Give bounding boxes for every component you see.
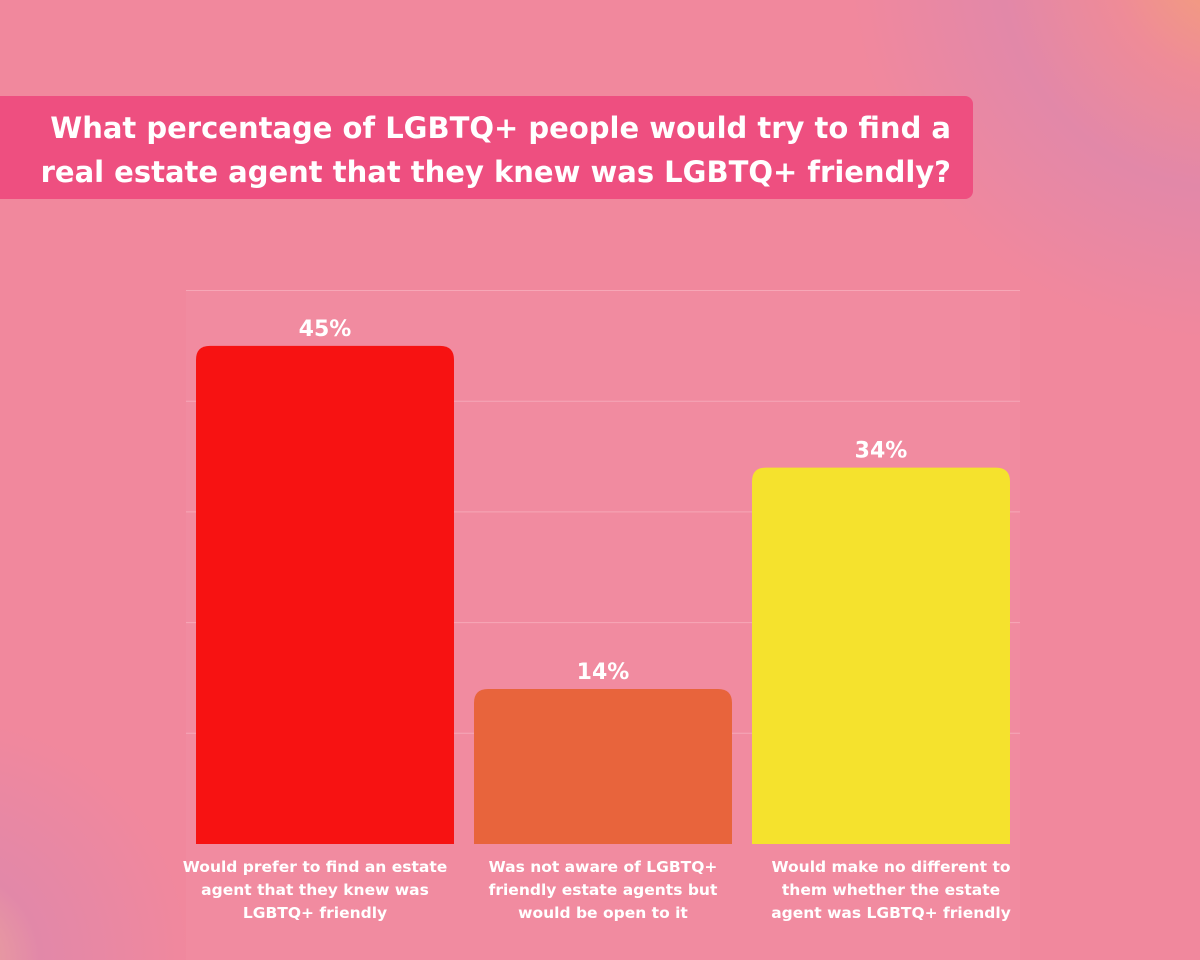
- bar-3: [752, 467, 1010, 844]
- category-label-2: Was not aware of LGBTQ+ friendly estate …: [488, 858, 718, 922]
- category-label-3: Would make no different to them whether …: [771, 858, 1011, 922]
- title-banner: What percentage of LGBTQ+ people would t…: [0, 96, 973, 199]
- bar-2: [474, 689, 732, 844]
- category-label-1: Would prefer to find an estate agent tha…: [182, 858, 448, 922]
- data-label-3: 34%: [855, 439, 908, 464]
- bar-1: [196, 345, 454, 844]
- chart-title: What percentage of LGBTQ+ people would t…: [40, 111, 951, 189]
- data-label-1: 45%: [299, 317, 352, 342]
- data-label-2: 14%: [577, 660, 630, 685]
